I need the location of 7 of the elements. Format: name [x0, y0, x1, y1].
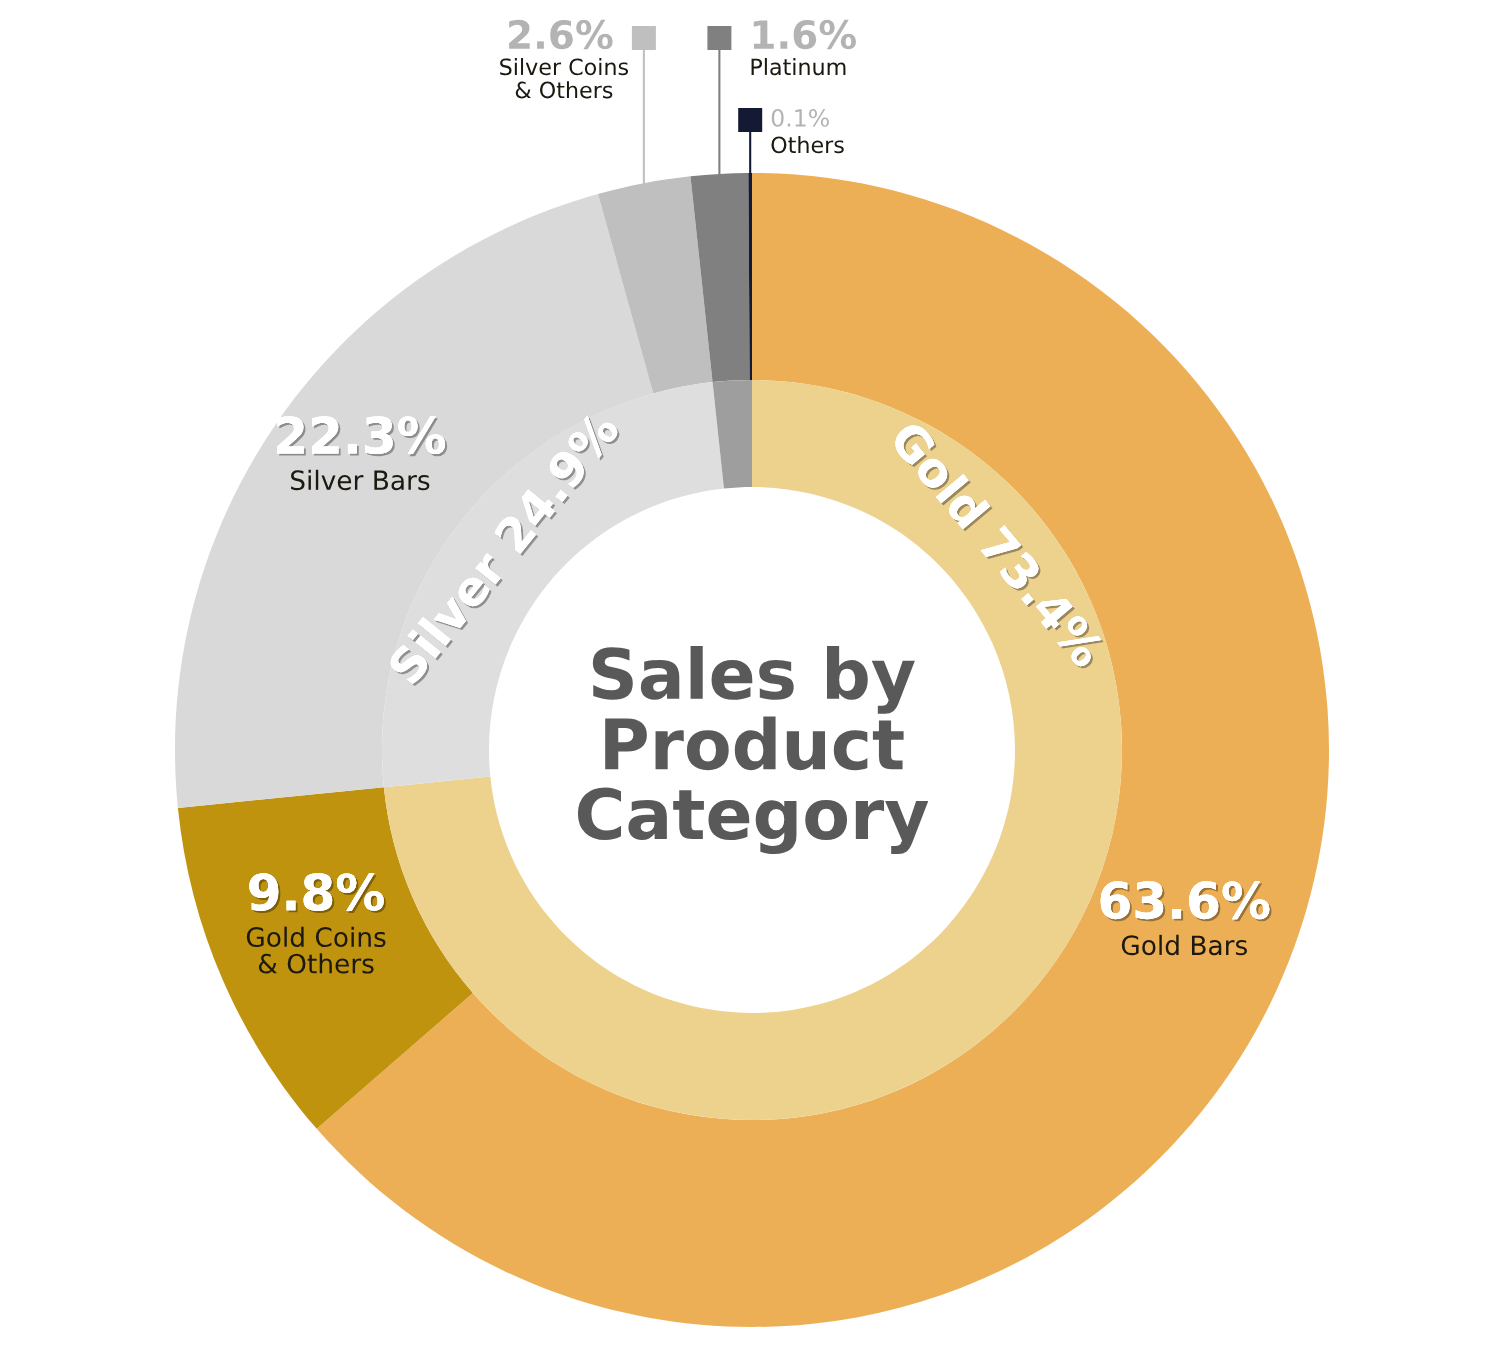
data-label: 9.8% Gold Coins & Others — [246, 873, 386, 974]
data-label: 2.6% Silver Coins & Others — [500, 19, 629, 99]
data-label: 22.3% Silver Bars — [277, 416, 448, 491]
data-label: 0.1% Others — [771, 108, 844, 154]
data-label: 1.6% Platinum — [751, 19, 857, 76]
data-label: 63.6% Gold Bars — [1100, 881, 1272, 956]
text: Sales by Product Category — [577, 646, 929, 854]
